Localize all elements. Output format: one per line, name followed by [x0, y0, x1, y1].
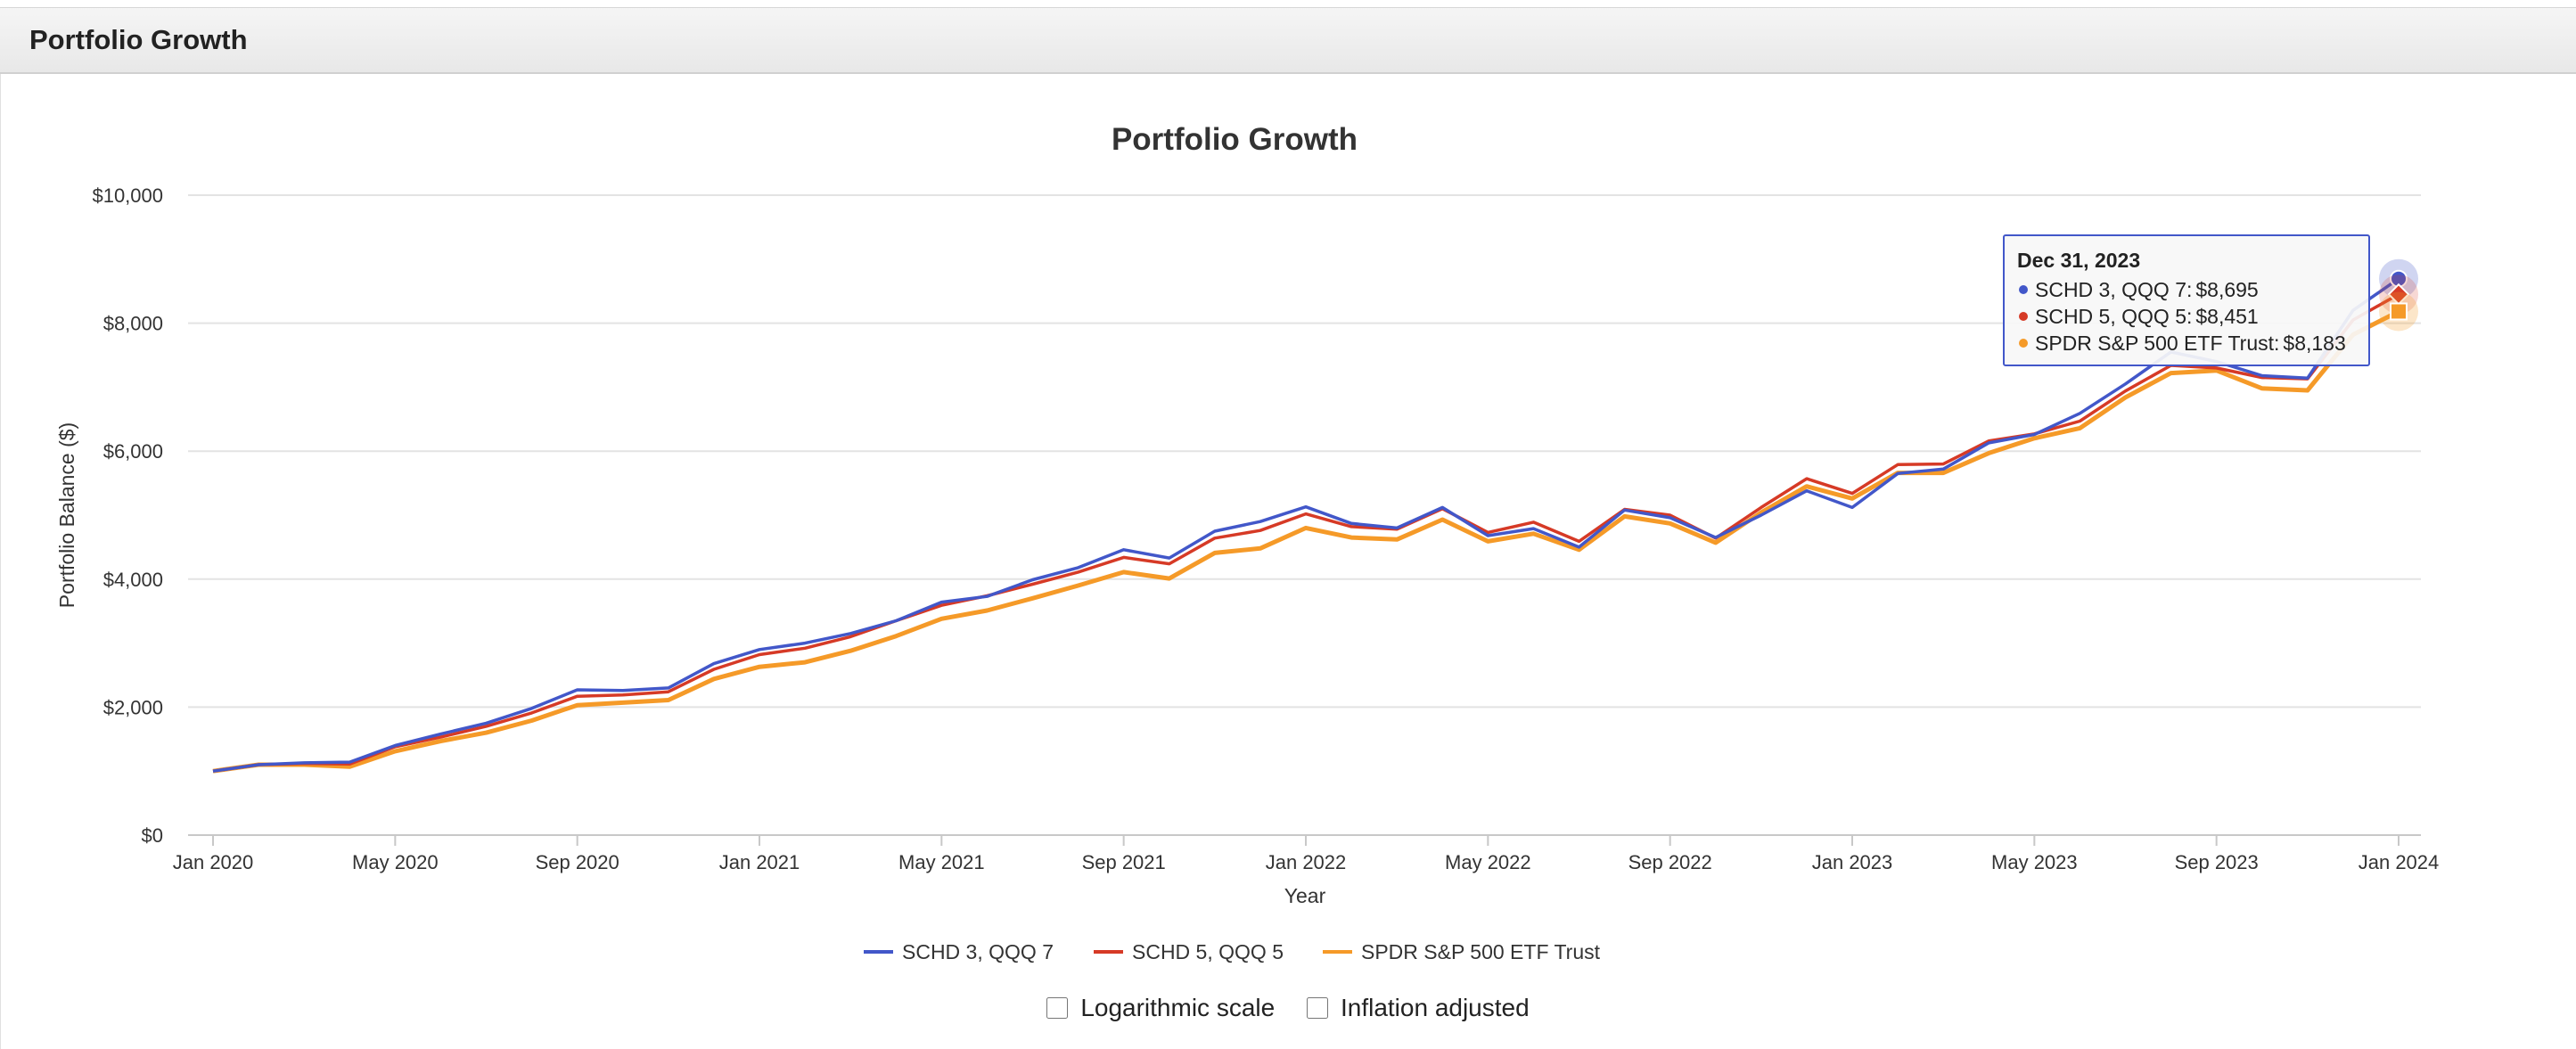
y-tick-label: $10,000 [92, 184, 163, 207]
x-tick-label: Sep 2021 [1082, 851, 1166, 873]
series-dot-icon [2019, 312, 2028, 321]
legend-item[interactable]: SPDR S&P 500 ETF Trust [1361, 940, 1601, 963]
logarithmic-scale-checkbox[interactable] [1046, 997, 1069, 1019]
y-axis-label: Portfolio Balance ($) [55, 422, 78, 608]
logarithmic-scale-toggle[interactable]: Logarithmic scale [1046, 994, 1275, 1022]
x-tick-label: May 2021 [898, 851, 985, 873]
tooltip-series-label: SCHD 5, QQQ 5: [2035, 304, 2193, 328]
x-tick-label: May 2023 [1991, 851, 2078, 873]
tooltip-series-label: SPDR S&P 500 ETF Trust: [2035, 331, 2280, 355]
series-line-1[interactable] [212, 277, 2400, 773]
x-tick-label: Jan 2022 [1266, 851, 1347, 873]
tooltip-date: Dec 31, 2023 [2017, 249, 2141, 272]
chart-tooltip: Dec 31, 2023 SCHD 3, QQQ 7: $8,695 SCHD … [2003, 234, 2370, 366]
y-tick-label: $6,000 [103, 440, 163, 463]
y-tick-label: $0 [142, 824, 163, 847]
x-tick-label: Sep 2023 [2175, 851, 2259, 873]
series-dot-icon [2019, 285, 2028, 294]
tooltip-series-label: SCHD 3, QQQ 7: [2035, 277, 2193, 301]
inflation-adjusted-toggle[interactable]: Inflation adjusted [1306, 994, 1530, 1022]
x-tick-label: Jan 2024 [2359, 851, 2440, 873]
x-tick-label: Jan 2023 [1812, 851, 1893, 873]
y-tick-label: $8,000 [103, 313, 163, 335]
y-tick-label: $4,000 [103, 569, 163, 591]
inflation-adjusted-label: Inflation adjusted [1340, 994, 1530, 1021]
inflation-adjusted-checkbox[interactable] [1306, 997, 1328, 1019]
panel-title: Portfolio Growth [29, 24, 248, 55]
chart-options: Logarithmic scale Inflation adjusted [0, 994, 2576, 1025]
y-tick-label: $2,000 [103, 696, 163, 718]
tooltip-row: SCHD 3, QQQ 7: $8,695 [2017, 276, 2356, 303]
x-axis-label: Year [1284, 884, 1326, 907]
panel-header: Portfolio Growth [0, 8, 2576, 74]
series-dot-icon [2019, 339, 2028, 348]
hover-marker [2390, 302, 2408, 321]
tooltip-series-value: $8,451 [2195, 304, 2259, 328]
legend-item[interactable]: SCHD 5, QQQ 5 [1132, 940, 1284, 963]
portfolio-growth-chart: $0 $2,000 $4,000 $6,000 $8,000 $10,000 Jan 20… [55, 122, 2440, 963]
x-tick-label: Jan 2020 [173, 851, 254, 873]
logarithmic-scale-label: Logarithmic scale [1080, 994, 1276, 1021]
panel-body: $0 $2,000 $4,000 $6,000 $8,000 $10,000 Jan 20… [0, 74, 2575, 1049]
tooltip-series-value: $8,695 [2195, 277, 2259, 301]
x-tick-label: May 2022 [1445, 851, 1531, 873]
tooltip-row: SCHD 5, QQQ 5: $8,451 [2017, 303, 2356, 330]
x-tick-label: May 2020 [352, 851, 439, 873]
series-line-3[interactable] [212, 309, 2400, 774]
legend-item[interactable]: SCHD 3, QQQ 7 [902, 940, 1054, 963]
portfolio-growth-panel: Portfolio Growth $0 $2,000 $4,000 $6,000 $8,… [0, 7, 2576, 1049]
x-tick-label: Sep 2020 [536, 851, 619, 873]
chart-title: Portfolio Growth [1112, 122, 1358, 157]
x-tick-label: Sep 2022 [1628, 851, 1712, 873]
x-tick-label: Jan 2021 [719, 851, 800, 873]
tooltip-row: SPDR S&P 500 ETF Trust: $8,183 [2017, 330, 2356, 356]
tooltip-series-value: $8,183 [2283, 331, 2346, 355]
